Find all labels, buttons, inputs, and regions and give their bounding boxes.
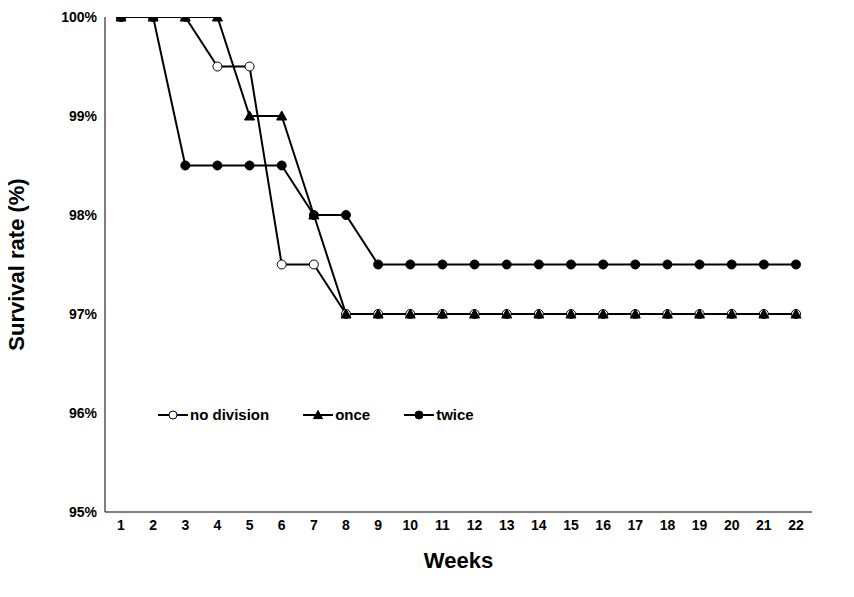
svg-text:22: 22 (788, 517, 804, 533)
svg-text:15: 15 (563, 517, 579, 533)
svg-text:2: 2 (149, 517, 157, 533)
svg-text:11: 11 (435, 517, 450, 533)
svg-text:16: 16 (595, 517, 611, 533)
svg-text:17: 17 (627, 517, 643, 533)
svg-text:8: 8 (342, 517, 350, 533)
svg-text:14: 14 (531, 517, 547, 533)
svg-text:3: 3 (181, 517, 189, 533)
svg-text:6: 6 (278, 517, 286, 533)
svg-text:12: 12 (467, 517, 483, 533)
html-text:no division: no division (190, 406, 270, 423)
svg-text:Survival rate (%): Survival rate (%) (8, 178, 29, 350)
svg-text:20: 20 (724, 517, 740, 533)
svg-text:21: 21 (756, 517, 772, 533)
svg-text:18: 18 (660, 517, 676, 533)
svg-text:96%: 96% (69, 405, 98, 421)
svg-text:4: 4 (214, 517, 222, 533)
svg-text:13: 13 (499, 517, 515, 533)
svg-text:99%: 99% (69, 108, 98, 124)
html-text:twice: twice (436, 406, 474, 423)
svg-text:19: 19 (692, 517, 708, 533)
svg-text:97%: 97% (69, 306, 98, 322)
svg-text:1: 1 (117, 517, 125, 533)
svg-text:5: 5 (246, 517, 254, 533)
svg-text:100%: 100% (61, 9, 97, 25)
svg-text:Weeks: Weeks (424, 548, 493, 573)
svg-text:95%: 95% (69, 504, 98, 520)
svg-text:98%: 98% (69, 207, 98, 223)
svg-text:10: 10 (402, 517, 418, 533)
html-text:once: once (335, 406, 371, 423)
svg-text:7: 7 (310, 517, 318, 533)
svg-text:9: 9 (374, 517, 382, 533)
